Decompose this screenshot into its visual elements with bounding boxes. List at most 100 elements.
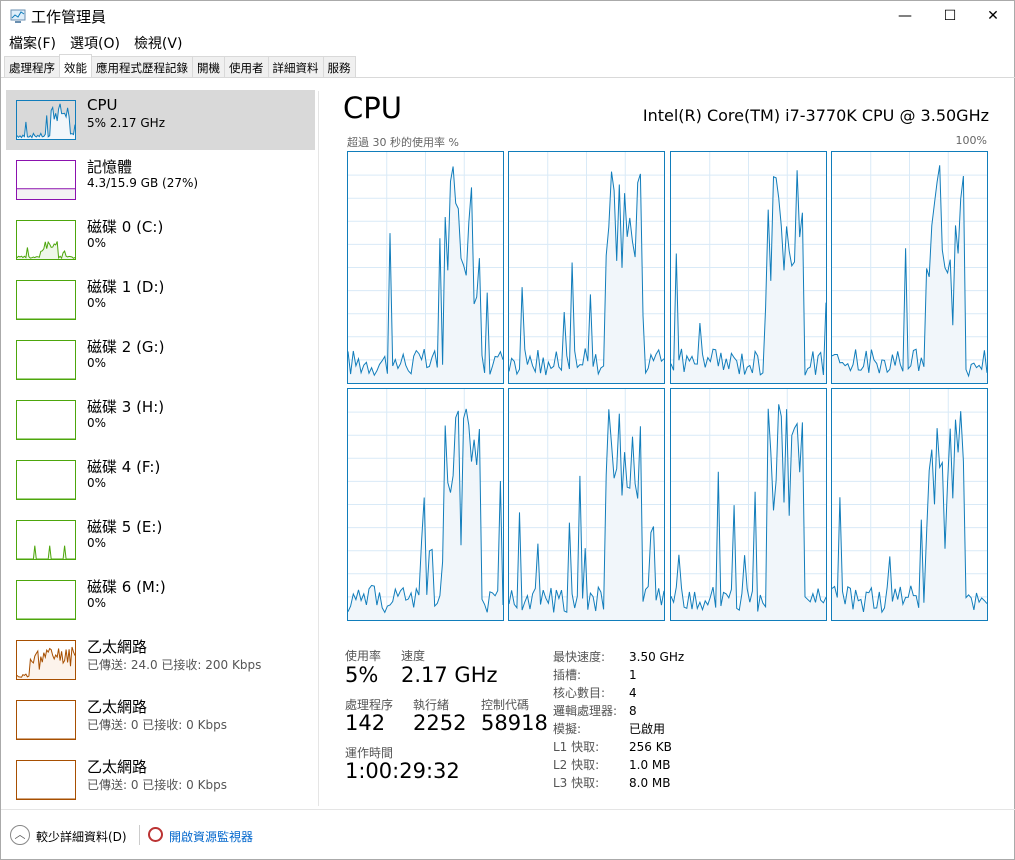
usage-line bbox=[831, 411, 988, 614]
spec-row: L2 快取: 1.0 MB bbox=[553, 756, 684, 774]
thumbnail-graph bbox=[16, 340, 76, 380]
sidebar-item-value: 5% 2.17 GHz bbox=[87, 116, 166, 130]
thumbnail-graph bbox=[16, 280, 76, 320]
tab-performance[interactable]: 效能 bbox=[59, 54, 92, 78]
footer-separator bbox=[139, 825, 140, 845]
threads-value: 2252 bbox=[413, 711, 467, 735]
menu-file[interactable]: 檔案(F) bbox=[9, 36, 56, 52]
usage-area bbox=[509, 171, 664, 383]
maximize-button[interactable]: ☐ bbox=[943, 8, 957, 24]
open-resource-monitor-link[interactable]: 開啟資源監視器 bbox=[169, 830, 254, 844]
spec-label: 最快速度: bbox=[553, 650, 606, 664]
page-title: CPU bbox=[343, 91, 402, 125]
usage-area bbox=[348, 166, 503, 383]
sidebar-item-value: 已傳送: 24.0 已接收: 200 Kbps bbox=[87, 658, 262, 672]
logical-processor-graph bbox=[508, 388, 665, 621]
sidebar-item-value: 0% bbox=[87, 356, 107, 370]
uptime-value: 1:00:29:32 bbox=[345, 759, 460, 783]
spec-value: 已啟用 bbox=[629, 722, 666, 736]
spec-value: 1 bbox=[629, 668, 637, 682]
spec-label: L2 快取: bbox=[553, 758, 600, 772]
spec-value: 8.0 MB bbox=[629, 776, 671, 790]
usage-area bbox=[17, 103, 75, 139]
logical-processor-graph bbox=[347, 151, 504, 384]
sidebar-item-name: 記憶體 bbox=[87, 158, 133, 176]
usage-area bbox=[671, 404, 826, 620]
spec-label: 插槽: bbox=[553, 668, 582, 682]
usage-area bbox=[17, 647, 75, 679]
usage-area bbox=[832, 165, 987, 383]
close-button[interactable]: ✕ bbox=[987, 8, 999, 24]
logical-processor-graph bbox=[831, 151, 988, 384]
sidebar-item[interactable]: 磁碟 2 (G:) 0% bbox=[6, 330, 315, 390]
usage-line bbox=[670, 170, 827, 376]
tab-app-history[interactable]: 應用程式歷程記錄 bbox=[91, 56, 193, 78]
sidebar-item-value: 0% bbox=[87, 536, 107, 550]
pane-divider[interactable] bbox=[318, 91, 319, 806]
spec-value: 8 bbox=[629, 704, 637, 718]
tab-startup[interactable]: 開機 bbox=[192, 56, 225, 78]
window-title: 工作管理員 bbox=[31, 8, 107, 26]
usage-line bbox=[16, 103, 76, 139]
uptime-label: 運作時間 bbox=[345, 746, 394, 760]
usage-area bbox=[17, 241, 75, 259]
sidebar-item-name: 磁碟 0 (C:) bbox=[87, 218, 164, 236]
sidebar-item[interactable]: 磁碟 5 (E:) 0% bbox=[6, 510, 315, 570]
usage-line bbox=[16, 646, 76, 678]
menu-options[interactable]: 選項(O) bbox=[69, 36, 120, 52]
minimize-button[interactable]: — bbox=[898, 8, 912, 24]
sidebar-item-name: 磁碟 1 (D:) bbox=[87, 278, 165, 296]
sidebar-item[interactable]: 磁碟 3 (H:) 0% bbox=[6, 390, 315, 450]
spec-label: 核心數目: bbox=[553, 686, 606, 700]
thumbnail-graph bbox=[16, 160, 76, 200]
sidebar-item[interactable]: 磁碟 6 (M:) 0% bbox=[6, 570, 315, 630]
utilization-label: 使用率 bbox=[345, 649, 382, 663]
sidebar-item-value: 4.3/15.9 GB (27%) bbox=[87, 176, 199, 190]
usage-line bbox=[831, 165, 988, 378]
sidebar-item[interactable]: 磁碟 0 (C:) 0% bbox=[6, 210, 315, 270]
sidebar-item[interactable]: 磁碟 1 (D:) 0% bbox=[6, 270, 315, 330]
sidebar-item[interactable]: 乙太網路 已傳送: 24.0 已接收: 200 Kbps bbox=[6, 630, 315, 690]
logical-processor-graph bbox=[347, 388, 504, 621]
usage-line bbox=[670, 404, 827, 612]
spec-value: 4 bbox=[629, 686, 637, 700]
usage-line bbox=[508, 171, 665, 376]
handles-label: 控制代碼 bbox=[481, 698, 530, 712]
usage-line bbox=[508, 409, 665, 613]
spec-label: L1 快取: bbox=[553, 740, 600, 754]
sidebar-item[interactable]: 記憶體 4.3/15.9 GB (27%) bbox=[6, 150, 315, 210]
sidebar-item-value: 0% bbox=[87, 236, 107, 250]
sidebar-item[interactable]: 乙太網路 已傳送: 0 已接收: 0 Kbps bbox=[6, 750, 315, 810]
spec-row: L3 快取: 8.0 MB bbox=[553, 774, 684, 792]
usage-line bbox=[17, 545, 75, 560]
sidebar-item[interactable]: CPU 5% 2.17 GHz bbox=[6, 90, 315, 150]
menu-view[interactable]: 檢視(V) bbox=[133, 36, 183, 52]
sidebar-item-name: 磁碟 3 (H:) bbox=[87, 398, 165, 416]
spec-row: 插槽: 1 bbox=[553, 666, 684, 684]
sidebar-item-name: 乙太網路 bbox=[87, 638, 148, 656]
spec-row: L1 快取: 256 KB bbox=[553, 738, 684, 756]
thumbnail-graph bbox=[16, 580, 76, 620]
handles-value: 58918 bbox=[481, 711, 548, 735]
fewer-details-button[interactable]: 較少詳細資料(D) bbox=[36, 830, 127, 844]
tab-services[interactable]: 服務 bbox=[322, 56, 356, 78]
tab-processes[interactable]: 處理程序 bbox=[4, 56, 60, 78]
sidebar-item[interactable]: 乙太網路 已傳送: 0 已接收: 0 Kbps bbox=[6, 690, 315, 750]
usage-area bbox=[17, 188, 75, 199]
spec-label: L3 快取: bbox=[553, 776, 600, 790]
sidebar-item[interactable]: 磁碟 4 (F:) 0% bbox=[6, 450, 315, 510]
tab-users[interactable]: 使用者 bbox=[224, 56, 269, 78]
sidebar-item-name: 乙太網路 bbox=[87, 758, 148, 776]
tab-details[interactable]: 詳細資料 bbox=[267, 56, 324, 78]
utilization-value: 5% bbox=[345, 663, 379, 687]
sidebar-item-value: 0% bbox=[87, 596, 107, 610]
sidebar-item-name: 磁碟 2 (G:) bbox=[87, 338, 165, 356]
resource-monitor-icon bbox=[148, 827, 163, 842]
usage-area bbox=[832, 411, 987, 620]
chevron-up-icon[interactable]: ︿ bbox=[10, 825, 30, 845]
usage-line bbox=[16, 240, 76, 260]
thumbnail-graph bbox=[16, 100, 76, 140]
cpu-specs: 最快速度: 3.50 GHz 插槽: 1 核心數目: 4 邏輯處理器: 8 模擬: 已啟用 L1 快… bbox=[553, 648, 684, 792]
thumbnail-graph bbox=[16, 220, 76, 260]
logical-processor-graph bbox=[670, 151, 827, 384]
